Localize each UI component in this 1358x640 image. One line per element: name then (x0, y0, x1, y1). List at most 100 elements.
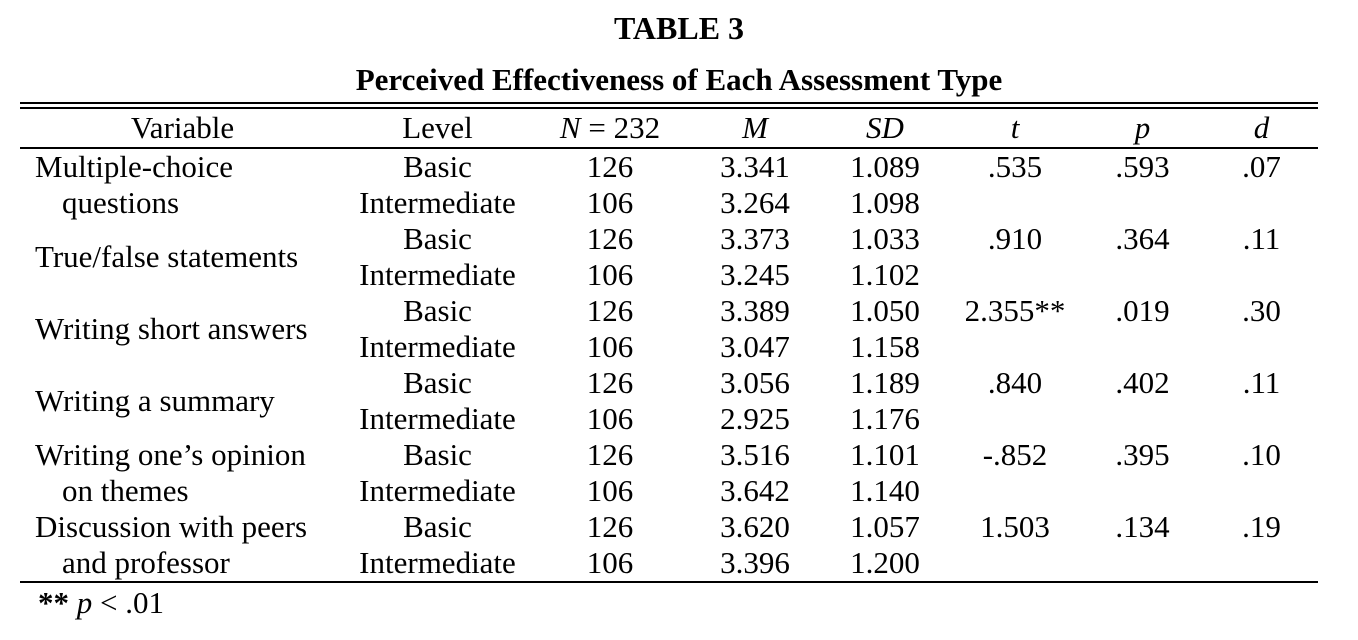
d-cell: .07 (1242, 149, 1281, 184)
d-cell: .10 (1242, 437, 1281, 472)
sd-cell: 1.057 (850, 509, 920, 544)
level-cell: Basic (403, 221, 472, 256)
significance-asterisks: ** (38, 585, 77, 620)
bottom-rule (20, 581, 1318, 583)
mean-cell: 3.642 (720, 473, 790, 508)
d-cell: .19 (1242, 509, 1281, 544)
n-cell: 126 (586, 149, 634, 184)
table-row-group: Writing short answers Basic 126 3.389 1.… (20, 293, 1318, 365)
sd-cell: 1.101 (850, 437, 920, 472)
variable-cell: Writing one’s opinion on themes (20, 437, 345, 509)
table-row-group: Writing a summary Basic 126 3.056 1.189 … (20, 365, 1318, 437)
header-p: p (1134, 110, 1151, 145)
p-cell: .402 (1115, 365, 1170, 400)
sd-cell: 1.098 (850, 185, 920, 220)
t-cell: -.852 (982, 437, 1048, 472)
table-row-group: Writing one’s opinion on themes Basic 12… (20, 437, 1318, 509)
variable-name-line1: Writing one’s opinion (35, 437, 306, 472)
sd-cell: 1.189 (850, 365, 920, 400)
sd-cell: 1.200 (850, 545, 920, 580)
variable-cell: Multiple-choice questions (20, 149, 345, 221)
n-cell: 106 (586, 329, 634, 364)
footnote-p-symbol: p (76, 585, 93, 620)
mean-cell: 3.341 (720, 149, 790, 184)
mean-cell: 3.264 (720, 185, 790, 220)
variable-cell: True/false statements (20, 221, 345, 293)
level-cell: Basic (403, 149, 472, 184)
d-cell: .11 (1242, 365, 1281, 400)
header-n-value: = 232 (580, 110, 661, 145)
n-cell: 106 (586, 473, 634, 508)
header-variable: Variable (130, 110, 235, 145)
variable-name-line1: Writing a summary (35, 383, 275, 418)
variable-name-line1: Writing short answers (35, 311, 308, 346)
t-cell: .910 (987, 221, 1043, 256)
t-cell: .840 (987, 365, 1043, 400)
p-cell: .593 (1115, 149, 1170, 184)
sd-cell: 1.158 (850, 329, 920, 364)
statistics-table: Variable Level N = 232 M SD t p d Multip… (20, 102, 1318, 583)
header-d: d (1253, 110, 1270, 145)
header-n: N = 232 (530, 109, 690, 147)
sd-cell: 1.050 (850, 293, 920, 328)
p-cell: .395 (1115, 437, 1170, 472)
table-row-group: Multiple-choice questions Basic 126 3.34… (20, 149, 1318, 221)
sd-cell: 1.089 (850, 149, 920, 184)
n-cell: 106 (586, 185, 634, 220)
d-cell: .11 (1242, 221, 1281, 256)
level-cell: Intermediate (359, 185, 516, 220)
n-cell: 126 (586, 437, 634, 472)
variable-name-line2: on themes (62, 473, 189, 508)
sd-cell: 1.140 (850, 473, 920, 508)
t-cell: 1.503 (980, 509, 1050, 544)
level-cell: Basic (403, 509, 472, 544)
mean-cell: 3.396 (720, 545, 790, 580)
header-mean: M (742, 110, 768, 145)
n-cell: 106 (586, 401, 634, 436)
n-cell: 126 (586, 293, 634, 328)
level-cell: Intermediate (359, 329, 516, 364)
n-cell: 126 (586, 509, 634, 544)
mean-cell: 3.389 (720, 293, 790, 328)
header-sd: SD (866, 110, 904, 145)
n-cell: 126 (586, 221, 634, 256)
top-double-rule (20, 102, 1318, 109)
header-rule (20, 147, 1318, 149)
variable-name-line1: Multiple-choice (35, 149, 233, 184)
table-footnote: ** p < .01 (20, 585, 1338, 621)
mean-cell: 3.056 (720, 365, 790, 400)
mean-cell: 3.373 (720, 221, 790, 256)
level-cell: Basic (403, 437, 472, 472)
sd-cell: 1.102 (850, 257, 920, 292)
mean-cell: 3.620 (720, 509, 790, 544)
t-cell: .535 (987, 149, 1043, 184)
variable-name-line2: and professor (62, 545, 230, 580)
level-cell: Intermediate (359, 545, 516, 580)
n-cell: 106 (586, 257, 634, 292)
sd-cell: 1.176 (850, 401, 920, 436)
p-cell: .134 (1115, 509, 1170, 544)
header-level: Level (402, 110, 473, 145)
mean-cell: 3.047 (720, 329, 790, 364)
mean-cell: 3.516 (720, 437, 790, 472)
variable-cell: Writing a summary (20, 365, 345, 437)
variable-name-line1: True/false statements (35, 239, 299, 274)
n-cell: 126 (586, 365, 634, 400)
table-row-group: True/false statements Basic 126 3.373 1.… (20, 221, 1318, 293)
level-cell: Basic (403, 365, 472, 400)
t-cell: 2.355** (964, 293, 1066, 328)
variable-name-line1: Discussion with peers (35, 509, 308, 544)
variable-cell: Writing short answers (20, 293, 345, 365)
table-row-group: Discussion with peers and professor Basi… (20, 509, 1318, 581)
header-n-symbol: N (559, 110, 581, 145)
sd-cell: 1.033 (850, 221, 920, 256)
level-cell: Intermediate (359, 257, 516, 292)
variable-cell: Discussion with peers and professor (20, 509, 345, 581)
mean-cell: 2.925 (720, 401, 790, 436)
footnote-threshold: < .01 (92, 585, 164, 620)
variable-name-line2: questions (62, 185, 180, 220)
p-cell: .364 (1115, 221, 1170, 256)
table-number-title: TABLE 3 (613, 10, 745, 46)
level-cell: Basic (403, 293, 472, 328)
table-header-row: Variable Level N = 232 M SD t p d (20, 109, 1318, 147)
